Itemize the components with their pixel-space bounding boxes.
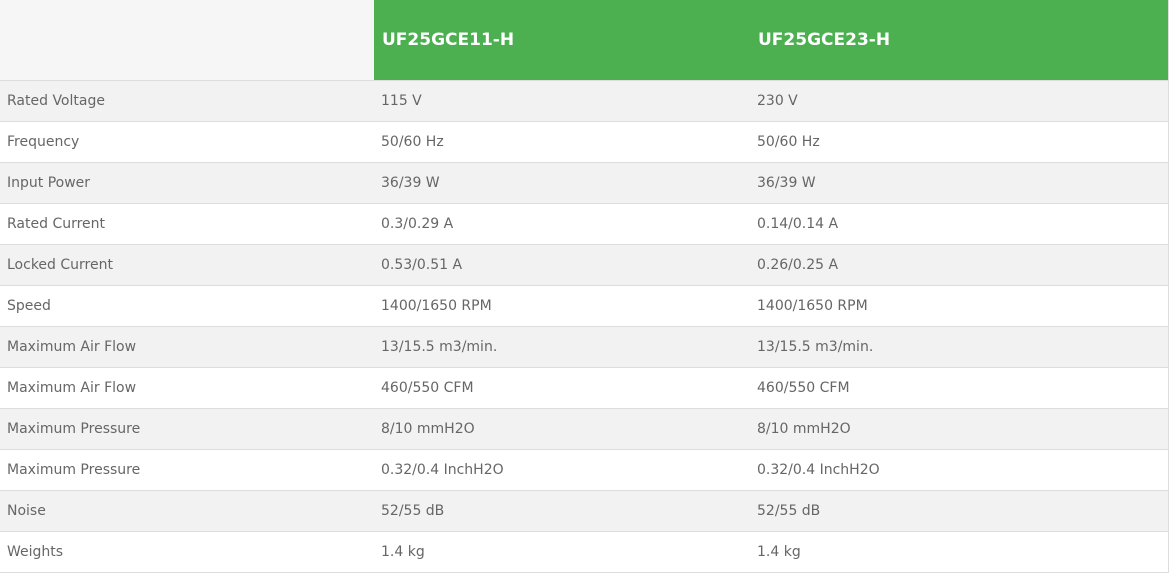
spec-label: Frequency (0, 121, 374, 163)
header-blank-cell (0, 0, 374, 81)
table-row: Maximum Air Flow 13/15.5 m3/min. 13/15.5 m… (0, 326, 1169, 368)
table-row: Noise 52/55 dB 52/55 dB (0, 490, 1169, 532)
spec-value: 36/39 W (750, 162, 1169, 204)
spec-value: 0.14/0.14 A (750, 203, 1169, 245)
spec-label: Weights (0, 531, 374, 573)
spec-value: 0.26/0.25 A (750, 244, 1169, 286)
table-row: Weights 1.4 kg 1.4 kg (0, 531, 1169, 573)
table-row: Rated Voltage 115 V 230 V (0, 80, 1169, 122)
spec-label: Rated Voltage (0, 80, 374, 122)
spec-value: 1.4 kg (374, 531, 750, 573)
table-row: Maximum Pressure 0.32/0.4 InchH2O 0.32/0.4… (0, 449, 1169, 491)
spec-value: 460/550 CFM (750, 367, 1169, 409)
table-row: Locked Current 0.53/0.51 A 0.26/0.25 A (0, 244, 1169, 286)
spec-value: 13/15.5 m3/min. (750, 326, 1169, 368)
spec-value: 52/55 dB (750, 490, 1169, 532)
spec-value: 460/550 CFM (374, 367, 750, 409)
spec-value: 8/10 mmH2O (374, 408, 750, 450)
spec-value: 0.32/0.4 InchH2O (374, 449, 750, 491)
model-header: UF25GCE11-H (374, 0, 750, 81)
table-row: Rated Current 0.3/0.29 A 0.14/0.14 A (0, 203, 1169, 245)
spec-label: Maximum Air Flow (0, 367, 374, 409)
table-row: Maximum Air Flow 460/550 CFM 460/550 CFM (0, 367, 1169, 409)
spec-label: Maximum Air Flow (0, 326, 374, 368)
spec-value: 1400/1650 RPM (374, 285, 750, 327)
spec-value: 1400/1650 RPM (750, 285, 1169, 327)
table-row: Frequency 50/60 Hz 50/60 Hz (0, 121, 1169, 163)
spec-label: Maximum Pressure (0, 408, 374, 450)
spec-label: Input Power (0, 162, 374, 204)
spec-label: Speed (0, 285, 374, 327)
spec-value: 50/60 Hz (750, 121, 1169, 163)
spec-value: 0.32/0.4 InchH2O (750, 449, 1169, 491)
table-row: Speed 1400/1650 RPM 1400/1650 RPM (0, 285, 1169, 327)
table-row: Input Power 36/39 W 36/39 W (0, 162, 1169, 204)
spec-value: 115 V (374, 80, 750, 122)
spec-label: Noise (0, 490, 374, 532)
model-header: UF25GCE23-H (750, 0, 1169, 81)
table-row: Maximum Pressure 8/10 mmH2O 8/10 mmH2O (0, 408, 1169, 450)
spec-label: Locked Current (0, 244, 374, 286)
spec-value: 50/60 Hz (374, 121, 750, 163)
spec-value: 0.3/0.29 A (374, 203, 750, 245)
spec-label: Rated Current (0, 203, 374, 245)
spec-value: 230 V (750, 80, 1169, 122)
spec-value: 8/10 mmH2O (750, 408, 1169, 450)
spec-label: Maximum Pressure (0, 449, 374, 491)
spec-value: 13/15.5 m3/min. (374, 326, 750, 368)
spec-value: 0.53/0.51 A (374, 244, 750, 286)
spec-value: 1.4 kg (750, 531, 1169, 573)
spec-value: 52/55 dB (374, 490, 750, 532)
header-row: UF25GCE11-H UF25GCE23-H (0, 0, 1169, 81)
spec-value: 36/39 W (374, 162, 750, 204)
